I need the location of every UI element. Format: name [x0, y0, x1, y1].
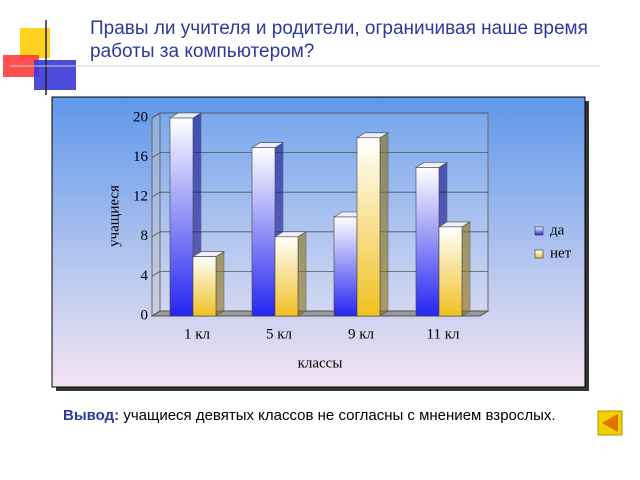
decoration — [3, 20, 600, 95]
bar-front — [438, 226, 463, 317]
plot-side-wall — [151, 112, 161, 317]
bar-side — [461, 221, 471, 317]
bar-side — [379, 132, 389, 317]
bar-front — [274, 236, 299, 317]
x-axis-label: классы — [298, 355, 343, 371]
y-tick-label: 12 — [133, 189, 148, 205]
conclusion-text: учащиеся девятых классов не согласны с м… — [123, 407, 556, 424]
bar — [437, 221, 472, 317]
y-tick-label: 20 — [133, 109, 148, 125]
bar — [273, 231, 308, 317]
y-axis-label: учащиеся — [106, 185, 122, 247]
bar-front — [415, 167, 440, 317]
bar-side — [215, 251, 225, 317]
x-tick-label: 5 кл — [266, 326, 293, 342]
y-tick-label: 4 — [141, 268, 149, 284]
bar — [355, 132, 390, 317]
bar — [191, 251, 226, 317]
bar-side — [297, 231, 307, 317]
legend-label: да — [550, 222, 565, 238]
y-tick-label: 16 — [133, 149, 149, 165]
bar-front — [356, 137, 381, 317]
y-tick-label: 8 — [141, 228, 149, 244]
conclusion: Вывод: учащиеся девятых классов не согла… — [63, 404, 563, 428]
conclusion-label: Вывод: — [63, 407, 120, 424]
next-button[interactable] — [597, 410, 623, 436]
bar-front — [169, 117, 194, 317]
legend-swatch — [534, 249, 544, 259]
legend-label: нет — [550, 245, 572, 261]
bar — [168, 112, 203, 317]
x-tick-label: 1 кл — [184, 326, 211, 342]
bar-front — [251, 147, 276, 317]
y-tick-label: 0 — [141, 307, 149, 323]
legend-swatch — [534, 226, 544, 236]
bar-front — [192, 256, 217, 317]
chart-frame — [51, 96, 586, 388]
grid-line — [151, 112, 488, 119]
x-tick-label: 11 кл — [427, 326, 460, 342]
x-tick-label: 9 кл — [348, 326, 375, 342]
bar-front — [333, 216, 358, 317]
slide-title: Правы ли учителя и родители, ограничивая… — [90, 18, 588, 62]
